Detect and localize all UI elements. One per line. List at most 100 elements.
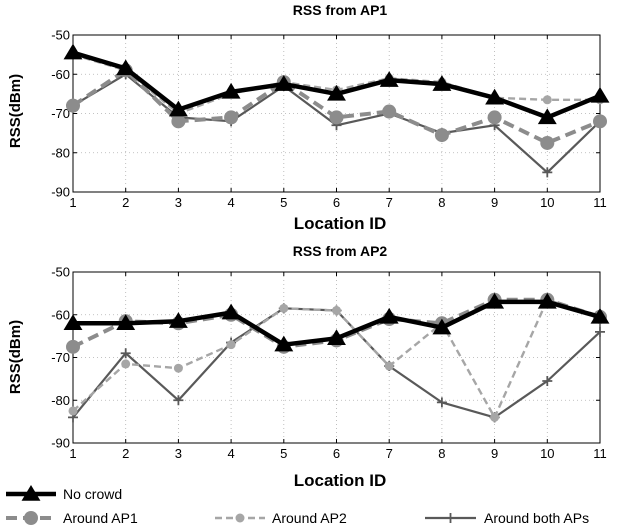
y-axis-label: RSS(dBm)	[7, 74, 24, 148]
data-point-no-crowd	[221, 82, 241, 99]
x-tick-label: 4	[227, 195, 234, 210]
data-point-around-ap1	[224, 110, 239, 125]
x-tick-label: 7	[386, 446, 393, 461]
data-point-no-crowd	[590, 307, 610, 324]
data-point-around-ap1	[329, 110, 344, 125]
data-point-no-crowd	[327, 84, 346, 101]
series-no-crowd	[63, 43, 610, 125]
data-point-around-ap1	[382, 104, 397, 119]
data-point-no-crowd	[327, 329, 346, 346]
y-tick-label: -90	[51, 436, 70, 451]
data-point-no-crowd	[168, 100, 188, 117]
data-point-no-crowd	[432, 318, 452, 335]
x-tick-label: 6	[333, 195, 340, 210]
y-tick-label: -70	[51, 350, 70, 365]
data-point-no-crowd	[485, 292, 505, 309]
x-tick-label: 10	[540, 195, 554, 210]
y-tick-label: -50	[51, 28, 70, 43]
data-point-around-ap2	[226, 340, 236, 350]
data-point-around-ap2	[121, 359, 131, 369]
series-around-ap1	[66, 63, 607, 150]
data-point-no-crowd	[379, 71, 399, 87]
data-point-no-crowd	[537, 292, 557, 309]
data-point-no-crowd	[379, 307, 399, 324]
legend-label-around-ap2: Around AP2	[272, 510, 347, 526]
y-axis-label: RSS(dBm)	[7, 320, 24, 394]
x-tick-label: 1	[69, 446, 76, 461]
y-tick-label: -80	[51, 393, 70, 408]
data-point-no-crowd	[590, 86, 610, 103]
series-no-crowd	[63, 292, 610, 352]
data-point-around-ap1	[66, 98, 80, 113]
legend: No crowd Around AP1 Around AP2 Around bo…	[6, 485, 589, 526]
x-tick-label: 3	[175, 195, 182, 210]
data-point-no-crowd	[485, 88, 505, 105]
data-point-no-crowd	[221, 303, 241, 320]
data-point-around-ap1	[171, 114, 186, 129]
x-tick-label: 9	[491, 446, 498, 461]
data-point-around-ap1	[487, 110, 502, 125]
data-point-around-both-aps	[595, 326, 605, 337]
legend-label-around-both-aps: Around both APs	[484, 510, 589, 526]
y-tick-label: -80	[51, 145, 70, 160]
data-point-around-ap2	[490, 412, 500, 422]
chart-title: RSS from AP1	[293, 2, 388, 18]
legend-marker-around-both-aps	[445, 513, 456, 523]
data-point-around-ap2	[68, 406, 78, 416]
x-tick-label: 4	[227, 446, 234, 461]
x-axis-label: Location ID	[294, 214, 387, 233]
x-tick-label: 8	[438, 446, 445, 461]
data-point-around-ap1	[593, 114, 607, 129]
legend-marker-around-ap2	[235, 513, 245, 523]
x-tick-label: 5	[280, 446, 287, 461]
x-tick-label: 7	[386, 195, 393, 210]
data-point-around-ap2	[542, 95, 552, 105]
chart-title: RSS from AP2	[293, 243, 388, 259]
data-point-around-both-aps	[436, 397, 447, 408]
x-tick-label: 8	[438, 195, 445, 210]
chart-rss-ap1: RSS from AP1 Location ID RSS(dBm) 1 2 3 4 5 6…	[7, 2, 610, 233]
data-point-around-ap1	[66, 339, 80, 354]
data-point-no-crowd	[274, 75, 294, 91]
x-tick-label: 10	[540, 446, 554, 461]
data-point-around-both-aps	[173, 395, 184, 406]
y-tick-label: -70	[51, 106, 70, 121]
y-tick-label: -60	[51, 67, 70, 82]
data-point-around-both-aps	[542, 167, 553, 178]
data-point-around-ap2	[279, 303, 289, 313]
data-point-no-crowd	[537, 108, 557, 125]
data-point-around-ap1	[540, 135, 555, 150]
data-point-no-crowd	[168, 312, 188, 328]
data-point-around-both-aps	[542, 376, 553, 387]
data-point-around-ap2	[384, 361, 394, 371]
x-tick-label: 9	[491, 195, 498, 210]
data-point-no-crowd	[116, 314, 136, 331]
data-point-around-ap2	[173, 363, 183, 373]
y-tick-label: -50	[51, 265, 70, 280]
data-point-no-crowd	[116, 59, 136, 76]
legend-label-around-ap1: Around AP1	[63, 510, 138, 526]
data-point-no-crowd	[274, 335, 294, 352]
legend-marker-around-ap1	[24, 511, 38, 525]
data-point-around-ap2	[332, 305, 341, 315]
x-tick-label: 1	[69, 195, 76, 210]
x-tick-label: 2	[122, 446, 129, 461]
data-point-around-both-aps	[120, 348, 131, 359]
x-tick-label: 11	[593, 195, 607, 210]
legend-label-no-crowd: No crowd	[63, 486, 122, 502]
series-around-ap2	[68, 295, 605, 422]
x-tick-label: 5	[280, 195, 287, 210]
data-point-around-ap1	[434, 128, 449, 143]
data-point-no-crowd	[63, 43, 83, 60]
x-tick-label: 3	[175, 446, 182, 461]
x-tick-label: 11	[593, 446, 607, 461]
x-tick-label: 6	[333, 446, 340, 461]
legend-marker-no-crowd	[21, 485, 41, 501]
data-point-no-crowd	[63, 314, 83, 331]
plot-frame	[72, 271, 601, 444]
y-tick-label: -60	[51, 307, 70, 322]
y-tick-label: -90	[51, 185, 70, 200]
data-point-no-crowd	[432, 75, 452, 91]
chart-rss-ap2: RSS from AP2 Location ID RSS(dBm) 1 2 3 4 5 6…	[7, 243, 610, 490]
